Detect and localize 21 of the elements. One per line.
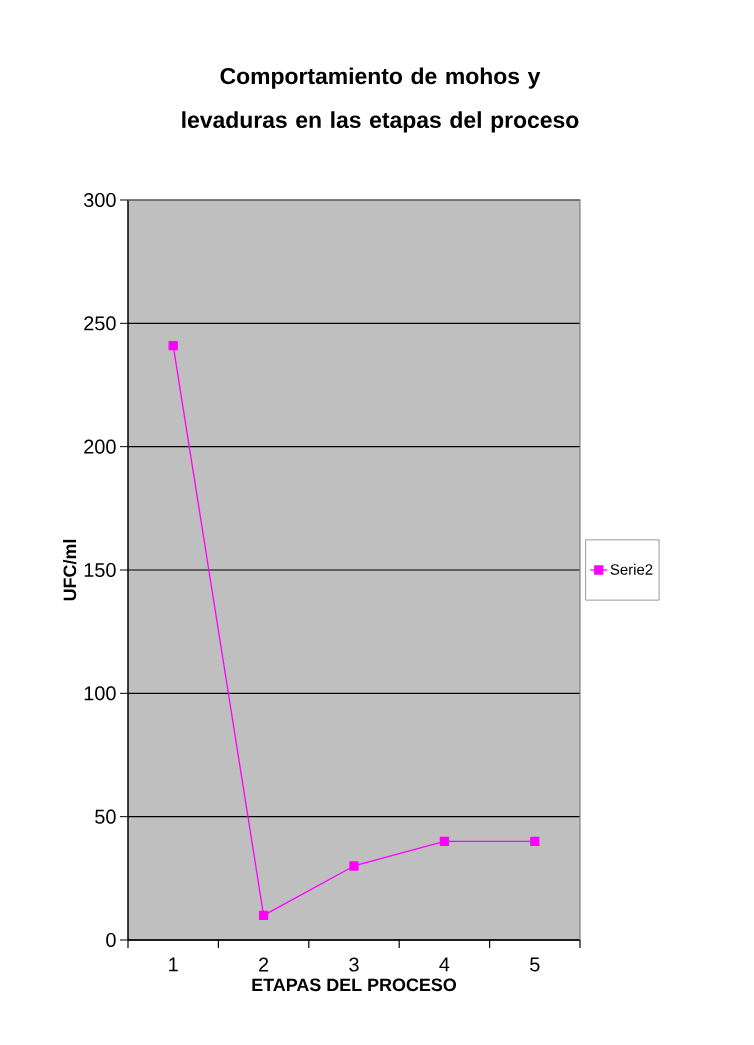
y-tick-label: 150 (84, 562, 116, 578)
point (168, 340, 178, 351)
y-tick-label: 100 (84, 686, 116, 701)
x-tick-label: 2 (259, 957, 269, 972)
chart-title: Comportamiento de mohos y levaduras en las etapas del proceso (182, 67, 579, 133)
x-axis-title: ETAPAS DEL PROCESO (252, 978, 457, 992)
x-tick-label: 1 (169, 957, 178, 972)
y-axis-title: UFC/ml (63, 539, 77, 601)
y-tick-label: 50 (95, 809, 116, 824)
point (258, 910, 269, 920)
legend-label: Serie2 (610, 563, 653, 575)
point (349, 861, 359, 871)
x-tick-label: 4 (439, 957, 450, 972)
x-tick-label: 3 (349, 957, 359, 972)
y-tick-label: 250 (84, 316, 116, 331)
point (439, 836, 450, 846)
y-tick-label: 200 (84, 439, 116, 454)
point (530, 836, 540, 846)
y-tick-label: 0 (106, 932, 116, 948)
x-tick-label: 5 (530, 957, 540, 972)
y-tick-label: 300 (84, 192, 116, 208)
